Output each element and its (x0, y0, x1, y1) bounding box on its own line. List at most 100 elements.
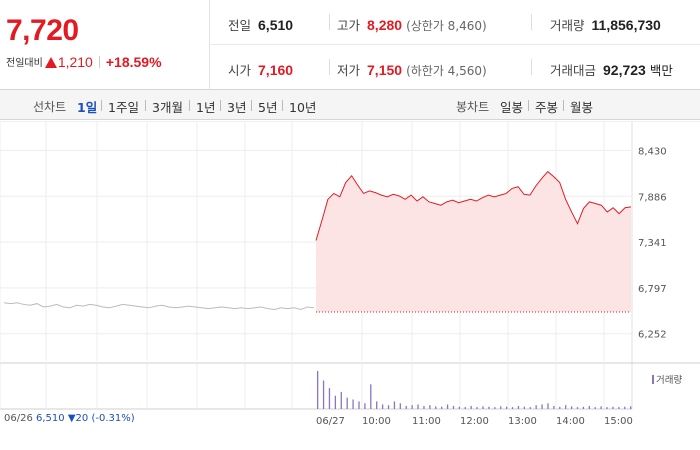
current-price: 7,720 (6, 14, 79, 47)
volume-bar (494, 407, 496, 409)
tab-5y[interactable]: 5년 (258, 100, 278, 115)
today-series-area (316, 171, 631, 313)
volume-bar (446, 404, 449, 409)
volume-bar (423, 405, 425, 409)
stat-low: 저가 7,150 (하한가 4,560) (337, 62, 487, 78)
tab-1y[interactable]: 1년 (196, 100, 216, 115)
tab-10y[interactable]: 10년 (289, 100, 317, 115)
volume-bar (370, 384, 372, 409)
divider (531, 59, 532, 75)
volume-bar (541, 404, 543, 409)
change-label: 전일대비 (6, 58, 43, 69)
volume-bar (381, 404, 384, 409)
change-amount: 1,210 (57, 54, 93, 70)
y-tick-label: 7,886 (638, 192, 667, 203)
volume-legend: 거래량 (652, 372, 682, 386)
stats-row-2: 시가 7,160 저가 7,150 (하한가 4,560) 거래대금 92,723 백만 (211, 45, 700, 90)
volume-bar (505, 406, 508, 409)
volume-bar (346, 397, 348, 409)
divider (563, 100, 564, 111)
divider (220, 100, 221, 111)
chart-period-tabs: 선차트 1일 1주일 3개월 1년 3년 5년 10년 봉차트 일봉 주봉 월봉 (0, 90, 700, 120)
tab-monthly[interactable]: 월봉 (570, 100, 594, 115)
volume-bar (411, 405, 413, 409)
volume-bar (417, 404, 419, 409)
stat-prev-close: 전일 6,510 (228, 17, 294, 33)
volume-bar (317, 371, 319, 409)
x-tick-label: 11:00 (412, 416, 441, 427)
volume-bar (441, 406, 443, 409)
volume-bar (399, 403, 401, 409)
tab-1w[interactable]: 1주일 (108, 100, 139, 115)
tab-1d[interactable]: 1일 (77, 100, 98, 115)
volume-bar (612, 406, 614, 409)
volume-bar (429, 405, 431, 409)
prev-day-info: 06/26 6,510 ▼20 (-0.31%) (4, 413, 135, 424)
volume-bar (482, 406, 484, 409)
volume-bar (553, 405, 555, 409)
stats-row-1: 전일 6,510 고가 8,280 (상한가 8,460) 거래량 11,856,730 (211, 0, 700, 45)
volume-bar (352, 399, 354, 409)
y-tick-label: 6,252 (638, 330, 667, 341)
x-tick-label: 13:00 (508, 416, 537, 427)
volume-bar (358, 401, 360, 409)
divider (329, 59, 330, 75)
price-summary: 7,720 전일대비 1,210 +18.59% (0, 0, 210, 90)
change-row: 전일대비 1,210 +18.59% (6, 54, 162, 70)
stat-high: 고가 8,280 (상한가 8,460) (337, 17, 487, 33)
x-tick-label: 10:00 (362, 416, 391, 427)
tab-3y[interactable]: 3년 (227, 100, 247, 115)
volume-bar (565, 405, 567, 409)
volume-bar (588, 405, 590, 409)
volume-bar (452, 405, 455, 409)
y-tick-label: 8,430 (638, 147, 667, 158)
volume-bar (576, 407, 579, 409)
tab-daily[interactable]: 일봉 (500, 100, 524, 115)
volume-bar (470, 405, 472, 409)
volume-bar (334, 395, 337, 409)
change-percent: +18.59% (105, 54, 162, 70)
prev-day-date: 06/26 (4, 413, 33, 424)
tab-weekly[interactable]: 주봉 (535, 100, 559, 115)
x-tick-label: 06/27 (316, 416, 345, 427)
prev-day-pct: (-0.31%) (91, 413, 135, 424)
quote-header: 7,720 전일대비 1,210 +18.59% 전일 6,510 고가 8,280 (상… (0, 0, 700, 90)
tab-3m[interactable]: 3개월 (152, 100, 183, 115)
volume-bar (630, 406, 632, 409)
divider (329, 14, 330, 30)
line-chart-label: 선차트 (33, 100, 67, 114)
x-tick-label: 15:00 (604, 416, 633, 427)
stat-open: 시가 7,160 (228, 62, 294, 78)
volume-bar (340, 391, 342, 409)
volume-swatch-icon (652, 375, 654, 384)
volume-bar (387, 405, 390, 409)
divider (251, 100, 252, 111)
volume-bar (594, 407, 596, 409)
y-tick-label: 7,341 (638, 238, 667, 249)
x-tick-label: 12:00 (460, 416, 489, 427)
divider (528, 100, 529, 111)
volume-bar (500, 406, 502, 409)
volume-bar (435, 406, 437, 409)
volume-bar (405, 405, 407, 409)
volume-bar (488, 406, 490, 409)
volume-bar (322, 380, 325, 409)
stat-turnover: 거래대금 92,723 백만 (550, 62, 673, 78)
price-chart-svg: 8,430 7,886 7,341 6,797 6,252 06/27 10:00 11:00… (0, 121, 700, 427)
volume-bar (476, 407, 478, 409)
stat-volume: 거래량 11,856,730 (550, 17, 661, 33)
volume-bar (547, 403, 549, 409)
volume-bar (364, 403, 366, 409)
divider (531, 14, 532, 30)
up-arrow-icon (44, 57, 57, 68)
volume-bar (582, 406, 585, 409)
volume-bar (517, 405, 520, 409)
volume-bar (618, 407, 620, 409)
volume-bar (535, 405, 537, 409)
candle-chart-label: 봉차트 (456, 100, 490, 114)
volume-bar (529, 407, 531, 409)
intraday-chart: 8,430 7,886 7,341 6,797 6,252 06/27 10:00 11:00… (0, 121, 700, 450)
volume-bar (606, 407, 608, 409)
volume-bar (570, 406, 573, 409)
volume-bar (523, 406, 525, 409)
